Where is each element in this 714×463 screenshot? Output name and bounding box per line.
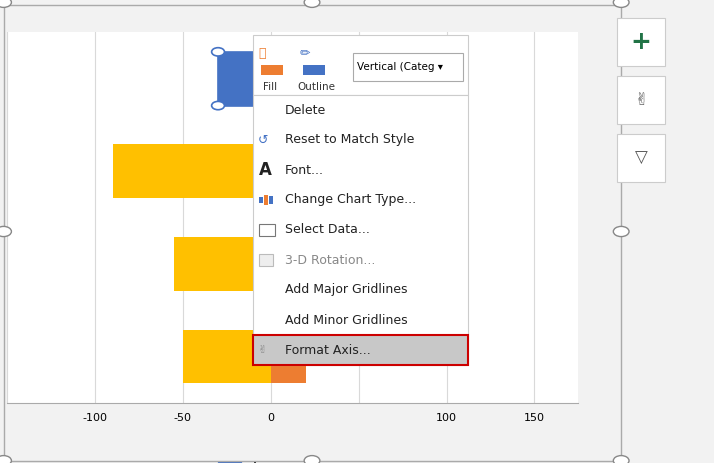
Bar	[271, 237, 332, 291]
Text: 1: 1	[260, 350, 267, 363]
Text: 3: 3	[260, 165, 267, 178]
Bar	[113, 144, 271, 198]
Text: ⦿: ⦿	[258, 47, 266, 60]
Bar	[174, 237, 271, 291]
Text: Select Data...: Select Data...	[285, 224, 370, 237]
Text: ↺: ↺	[258, 133, 268, 146]
Text: Delete: Delete	[285, 104, 326, 117]
Legend: Ag: Ag	[213, 456, 271, 463]
Bar	[271, 330, 306, 383]
Text: ✌: ✌	[634, 91, 648, 109]
Bar	[183, 330, 271, 383]
Text: Font...: Font...	[285, 163, 324, 176]
Text: ▽: ▽	[635, 149, 648, 167]
Text: 3-D Rotation...: 3-D Rotation...	[285, 254, 376, 267]
Text: Add Major Gridlines: Add Major Gridlines	[285, 283, 408, 296]
Text: +: +	[630, 30, 651, 54]
Text: Outline: Outline	[297, 82, 335, 92]
Text: Vertical (Categ ▾: Vertical (Categ ▾	[357, 62, 443, 72]
Text: A: A	[259, 161, 272, 179]
Text: 4: 4	[260, 72, 267, 85]
Text: 2: 2	[260, 257, 267, 270]
Bar	[218, 52, 271, 106]
Text: Change Chart Type...: Change Chart Type...	[285, 194, 416, 206]
Text: ✌: ✌	[258, 345, 267, 355]
Text: Add Minor Gridlines: Add Minor Gridlines	[285, 313, 408, 326]
Text: Fill: Fill	[263, 82, 277, 92]
Bar	[271, 144, 446, 198]
Text: ✏: ✏	[300, 47, 311, 60]
Text: Reset to Match Style: Reset to Match Style	[285, 133, 414, 146]
Bar	[271, 52, 403, 106]
Text: Format Axis...: Format Axis...	[285, 344, 371, 357]
